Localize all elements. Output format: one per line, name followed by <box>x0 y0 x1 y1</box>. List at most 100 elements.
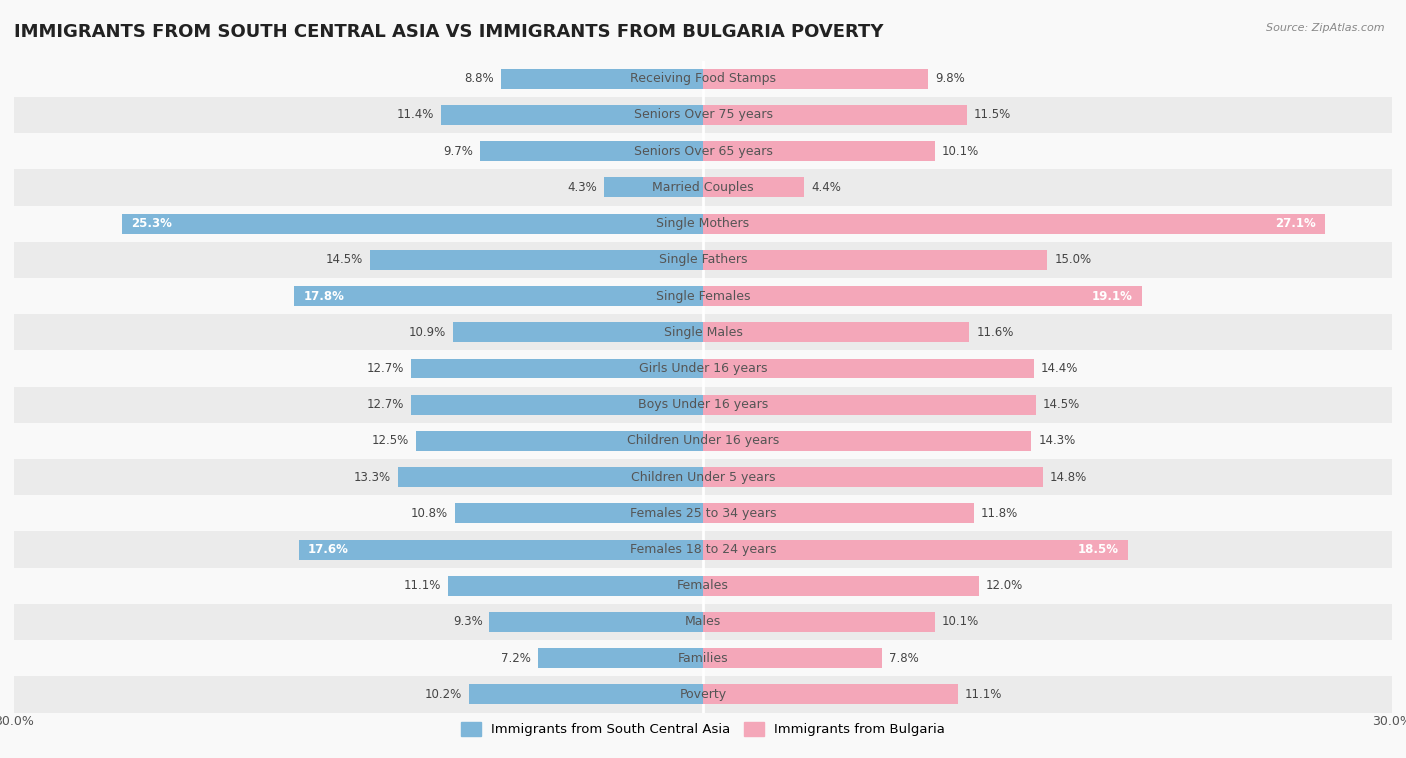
Bar <box>398 467 703 487</box>
Text: 11.8%: 11.8% <box>981 507 1018 520</box>
Bar <box>703 540 1128 559</box>
Text: 27.1%: 27.1% <box>1275 217 1316 230</box>
Bar <box>468 684 703 704</box>
Bar <box>14 568 1392 604</box>
Bar <box>122 214 703 233</box>
Text: 10.9%: 10.9% <box>409 326 446 339</box>
Bar <box>481 141 703 161</box>
Text: 13.3%: 13.3% <box>353 471 391 484</box>
Text: Boys Under 16 years: Boys Under 16 years <box>638 398 768 411</box>
Bar <box>703 177 804 197</box>
Bar <box>703 105 967 125</box>
Text: 11.4%: 11.4% <box>396 108 434 121</box>
Text: 18.5%: 18.5% <box>1077 543 1119 556</box>
Text: 14.3%: 14.3% <box>1038 434 1076 447</box>
Text: Single Males: Single Males <box>664 326 742 339</box>
Text: 12.7%: 12.7% <box>367 398 405 411</box>
Text: Poverty: Poverty <box>679 688 727 701</box>
Bar <box>14 314 1392 350</box>
Text: Seniors Over 75 years: Seniors Over 75 years <box>634 108 772 121</box>
Bar <box>456 503 703 523</box>
Text: 11.1%: 11.1% <box>404 579 441 592</box>
Bar <box>14 676 1392 713</box>
Bar <box>703 322 969 342</box>
Bar <box>14 97 1392 133</box>
Bar <box>501 69 703 89</box>
Text: Single Females: Single Females <box>655 290 751 302</box>
Bar <box>294 286 703 306</box>
Bar <box>14 350 1392 387</box>
Legend: Immigrants from South Central Asia, Immigrants from Bulgaria: Immigrants from South Central Asia, Immi… <box>456 717 950 742</box>
Text: Receiving Food Stamps: Receiving Food Stamps <box>630 72 776 85</box>
Bar <box>703 286 1142 306</box>
Bar <box>14 242 1392 278</box>
Bar <box>703 359 1033 378</box>
Bar <box>14 205 1392 242</box>
Text: 10.2%: 10.2% <box>425 688 461 701</box>
Text: 12.5%: 12.5% <box>371 434 409 447</box>
Text: Girls Under 16 years: Girls Under 16 years <box>638 362 768 375</box>
Text: Females 18 to 24 years: Females 18 to 24 years <box>630 543 776 556</box>
Bar <box>703 576 979 596</box>
Text: IMMIGRANTS FROM SOUTH CENTRAL ASIA VS IMMIGRANTS FROM BULGARIA POVERTY: IMMIGRANTS FROM SOUTH CENTRAL ASIA VS IM… <box>14 23 883 41</box>
Bar <box>14 459 1392 495</box>
Bar <box>453 322 703 342</box>
Text: 9.3%: 9.3% <box>453 615 482 628</box>
Bar <box>441 105 703 125</box>
Text: Married Couples: Married Couples <box>652 181 754 194</box>
Bar <box>703 467 1043 487</box>
Text: Children Under 16 years: Children Under 16 years <box>627 434 779 447</box>
Text: 14.8%: 14.8% <box>1050 471 1087 484</box>
Bar <box>14 169 1392 205</box>
Text: 14.5%: 14.5% <box>1043 398 1080 411</box>
Text: Children Under 5 years: Children Under 5 years <box>631 471 775 484</box>
Text: 17.6%: 17.6% <box>308 543 349 556</box>
Text: 7.2%: 7.2% <box>501 652 531 665</box>
Text: 10.1%: 10.1% <box>942 615 979 628</box>
Text: 10.1%: 10.1% <box>942 145 979 158</box>
Bar <box>703 431 1032 451</box>
Text: 9.8%: 9.8% <box>935 72 965 85</box>
Text: Families: Families <box>678 652 728 665</box>
Bar <box>605 177 703 197</box>
Text: Males: Males <box>685 615 721 628</box>
Text: 4.4%: 4.4% <box>811 181 841 194</box>
Bar <box>14 640 1392 676</box>
Text: 11.6%: 11.6% <box>976 326 1014 339</box>
Bar <box>14 495 1392 531</box>
Text: 14.4%: 14.4% <box>1040 362 1078 375</box>
Text: 19.1%: 19.1% <box>1091 290 1132 302</box>
Text: 8.8%: 8.8% <box>464 72 494 85</box>
Bar <box>412 359 703 378</box>
Bar <box>489 612 703 632</box>
Bar <box>703 648 882 668</box>
Text: Seniors Over 65 years: Seniors Over 65 years <box>634 145 772 158</box>
Text: 17.8%: 17.8% <box>304 290 344 302</box>
Text: Females: Females <box>678 579 728 592</box>
Bar <box>299 540 703 559</box>
Text: Females 25 to 34 years: Females 25 to 34 years <box>630 507 776 520</box>
Bar <box>412 395 703 415</box>
Bar <box>14 423 1392 459</box>
Bar <box>416 431 703 451</box>
Text: 15.0%: 15.0% <box>1054 253 1091 266</box>
Text: 14.5%: 14.5% <box>326 253 363 266</box>
Text: 12.7%: 12.7% <box>367 362 405 375</box>
Text: 9.7%: 9.7% <box>443 145 474 158</box>
Text: Single Fathers: Single Fathers <box>659 253 747 266</box>
Bar <box>370 250 703 270</box>
Text: 12.0%: 12.0% <box>986 579 1022 592</box>
Bar <box>14 133 1392 169</box>
Bar <box>703 503 974 523</box>
Text: 11.5%: 11.5% <box>974 108 1011 121</box>
Text: 7.8%: 7.8% <box>889 652 918 665</box>
Bar <box>703 684 957 704</box>
Bar <box>703 141 935 161</box>
Bar <box>703 612 935 632</box>
Bar <box>14 387 1392 423</box>
Text: Single Mothers: Single Mothers <box>657 217 749 230</box>
Text: 11.1%: 11.1% <box>965 688 1002 701</box>
Bar <box>14 61 1392 97</box>
Text: 25.3%: 25.3% <box>131 217 172 230</box>
Text: 4.3%: 4.3% <box>568 181 598 194</box>
